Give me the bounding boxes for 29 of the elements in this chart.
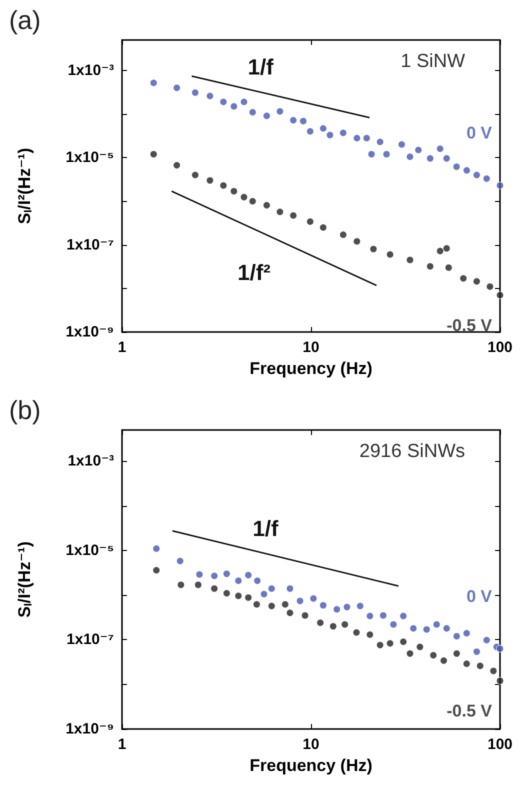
y-tick-label: 1x10⁻⁹ bbox=[66, 324, 114, 340]
x-tick-label: 100 bbox=[487, 736, 513, 753]
series-label: -0.5 V bbox=[446, 316, 493, 335]
chart-title: (a) bbox=[9, 5, 41, 35]
y-tick-label: 1x10⁻⁵ bbox=[66, 542, 114, 559]
x-tick-label: 10 bbox=[302, 736, 320, 753]
series-label: 0 V bbox=[466, 586, 493, 606]
y-tick-label: 1x10⁻⁵ bbox=[66, 149, 114, 166]
annotation: 1/f bbox=[248, 54, 274, 80]
x-axis-title: Frequency (Hz) bbox=[250, 756, 372, 775]
y-tick-label: 1x10⁻³ bbox=[68, 452, 114, 470]
y-tick-label: 1x10⁻⁹ bbox=[66, 720, 114, 738]
chart-title: (b) bbox=[9, 395, 41, 425]
x-tick-label: 1 bbox=[118, 339, 126, 356]
x-tick-label: 10 bbox=[302, 339, 320, 356]
x-axis-title: Frequency (Hz) bbox=[250, 358, 372, 378]
annotation: 2916 SiNWs bbox=[359, 441, 466, 462]
x-tick-label: 100 bbox=[487, 339, 513, 356]
x-tick-label: 1 bbox=[118, 736, 126, 753]
annotation: 1 SiNW bbox=[400, 51, 466, 72]
y-tick-label: 1x10⁻⁷ bbox=[66, 631, 114, 648]
y-tick-label: 1x10⁻⁷ bbox=[66, 236, 114, 254]
y-axis-title: SI/I²(Hz⁻¹) bbox=[15, 148, 34, 224]
annotation: 1/f bbox=[252, 516, 279, 541]
series-label: -0.5 V bbox=[446, 702, 493, 721]
y-tick-label: 1x10⁻³ bbox=[68, 62, 114, 79]
y-axis-title: SI/I²(Hz⁻¹) bbox=[15, 541, 34, 618]
annotation: 1/f² bbox=[238, 260, 271, 285]
series-label: 0 V bbox=[466, 124, 493, 143]
